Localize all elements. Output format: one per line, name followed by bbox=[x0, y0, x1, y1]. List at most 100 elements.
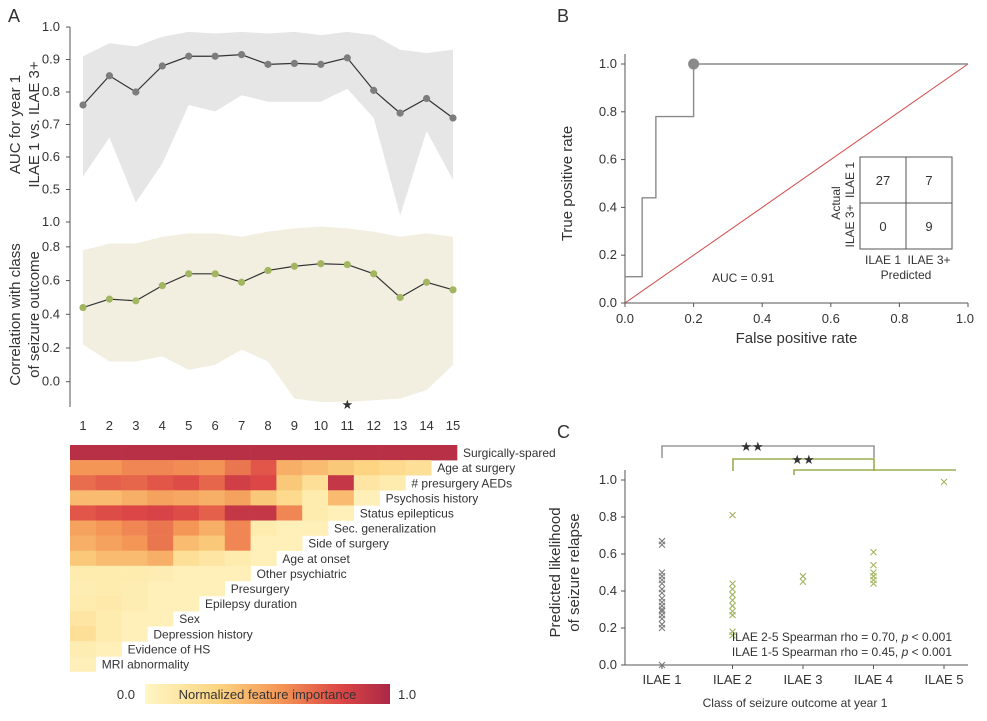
heatmap-cell bbox=[95, 445, 122, 461]
heatmap-cell bbox=[250, 520, 277, 536]
c-y-tick-label: 0.2 bbox=[599, 620, 617, 635]
heatmap-feature-label: Depression history bbox=[153, 627, 252, 641]
b-x-tick-label: 0.8 bbox=[890, 311, 908, 326]
colorbar-title: Normalized feature importance bbox=[179, 687, 357, 702]
c-data-point bbox=[729, 602, 736, 610]
heatmap-cell bbox=[199, 505, 226, 521]
heatmap-cell bbox=[173, 596, 200, 612]
c-x-tick-label: ILAE 1 bbox=[642, 672, 681, 687]
b-x-tick-label: 0.6 bbox=[822, 311, 840, 326]
a-top-y-tick-label: 1.0 bbox=[42, 19, 60, 34]
heatmap-cell bbox=[276, 445, 303, 461]
a-top-y-axis-label: ILAE 1 vs. ILAE 3+ bbox=[26, 61, 43, 188]
c-green-bracket bbox=[732, 458, 875, 471]
a-x-tick-label: 2 bbox=[106, 418, 113, 433]
heatmap-cell bbox=[199, 490, 226, 506]
c-data-point bbox=[658, 615, 666, 623]
confusion-matrix-cell: 0 bbox=[879, 219, 886, 234]
a-top-data-point bbox=[158, 62, 166, 70]
a-mid-data-point bbox=[79, 303, 87, 312]
a-mid-data-point bbox=[105, 295, 114, 303]
heatmap-cell bbox=[379, 445, 406, 461]
c-data-point bbox=[658, 624, 666, 632]
heatmap-cell bbox=[147, 490, 174, 506]
c-data-point bbox=[658, 589, 666, 597]
a-x-tick-label: 9 bbox=[291, 418, 298, 433]
c-legend-green: ILAE 2-5 Spearman rho = 0.70, p < 0.001 bbox=[732, 630, 953, 644]
heatmap-feature-label: Status epilepticus bbox=[360, 507, 454, 521]
heatmap-feature-label: Sec. generalization bbox=[334, 522, 436, 536]
heatmap-cell bbox=[302, 520, 329, 536]
c-legend-gray-text: ILAE 1-5 Spearman rho = 0.45, bbox=[732, 645, 902, 659]
heatmap-cell bbox=[70, 641, 97, 657]
heatmap-cell bbox=[121, 505, 148, 521]
heatmap-cell bbox=[199, 460, 226, 476]
heatmap-cell bbox=[302, 490, 329, 506]
c-data-point bbox=[729, 632, 736, 639]
c-gray-bracket bbox=[661, 445, 875, 458]
heatmap-cell bbox=[353, 460, 380, 476]
heatmap-cell bbox=[328, 475, 355, 491]
c-data-point bbox=[729, 580, 736, 587]
a-mid-data-point bbox=[132, 297, 140, 305]
heatmap-cell bbox=[199, 445, 226, 461]
a-top-data-point bbox=[211, 52, 219, 60]
panel-label-a: A bbox=[8, 6, 20, 26]
heatmap-cell bbox=[250, 505, 277, 521]
a-mid-y-tick-label: 0.6 bbox=[42, 273, 60, 288]
heatmap-cell bbox=[121, 445, 148, 461]
heatmap-cell bbox=[250, 535, 277, 551]
heatmap-cell bbox=[121, 490, 148, 506]
c-data-point bbox=[729, 611, 736, 619]
a-top-confidence-band bbox=[83, 31, 453, 216]
heatmap-cell bbox=[405, 460, 432, 476]
heatmap-feature-label: Surgically-spared bbox=[463, 446, 556, 460]
b-y-tick-label: 0.4 bbox=[599, 199, 617, 214]
heatmap-cell bbox=[121, 520, 148, 536]
c-gray-stars: ★★ bbox=[740, 439, 763, 454]
heatmap-cell bbox=[70, 490, 97, 506]
a-mid-data-point bbox=[396, 293, 404, 302]
c-green-bracket-extension bbox=[793, 469, 956, 475]
heatmap-cell bbox=[147, 580, 174, 597]
a-mid-y-axis-label: Correlation with class bbox=[7, 243, 24, 386]
heatmap-cell bbox=[121, 565, 148, 582]
heatmap-cell bbox=[276, 535, 303, 551]
b-chance-line bbox=[624, 63, 969, 304]
colorbar-min-label: 0.0 bbox=[117, 687, 135, 702]
heatmap-feature-label: MRI abnormality bbox=[102, 658, 189, 672]
a-top-y-tick-label: 1.0 bbox=[42, 214, 60, 229]
heatmap-cell bbox=[95, 611, 122, 627]
heatmap-cell bbox=[276, 505, 303, 521]
a-top-y-axis-label: AUC for year 1 bbox=[7, 75, 24, 174]
b-roc-curve bbox=[625, 63, 968, 278]
heatmap-cell bbox=[95, 596, 122, 612]
a-top-y-tick-label: 0.7 bbox=[42, 117, 60, 132]
heatmap-cell bbox=[95, 580, 122, 597]
heatmap-cell bbox=[276, 520, 303, 536]
heatmap-cell bbox=[70, 445, 97, 461]
a-x-tick-label: 10 bbox=[314, 418, 328, 433]
b-x-tick-label: 1.0 bbox=[956, 311, 974, 326]
heatmap-cell bbox=[302, 460, 329, 476]
heatmap-feature-label: # presurgery AEDs bbox=[411, 476, 512, 490]
heatmap-cell bbox=[199, 580, 226, 597]
heatmap-feature-label: Age at surgery bbox=[437, 461, 515, 475]
a-top-data-point bbox=[343, 54, 351, 62]
heatmap-cell bbox=[70, 535, 97, 551]
heatmap-cell bbox=[431, 445, 458, 461]
heatmap-cell bbox=[95, 460, 122, 476]
a-mid-data-point bbox=[449, 286, 457, 294]
a-mid-data-point bbox=[422, 278, 431, 286]
heatmap-cell bbox=[302, 475, 329, 491]
a-mid-data-point bbox=[237, 278, 246, 286]
a-top-data-point bbox=[132, 88, 140, 96]
heatmap-cell bbox=[95, 565, 122, 582]
a-top-data-point bbox=[370, 86, 378, 94]
heatmap-cell bbox=[276, 475, 303, 491]
a-top-y-tick-label: 0.8 bbox=[42, 84, 60, 99]
c-x-tick-label: ILAE 2 bbox=[713, 672, 752, 687]
c-x-axis-label: Class of seizure outcome at year 1 bbox=[703, 696, 888, 710]
b-y-tick-label: 0.6 bbox=[599, 152, 617, 167]
